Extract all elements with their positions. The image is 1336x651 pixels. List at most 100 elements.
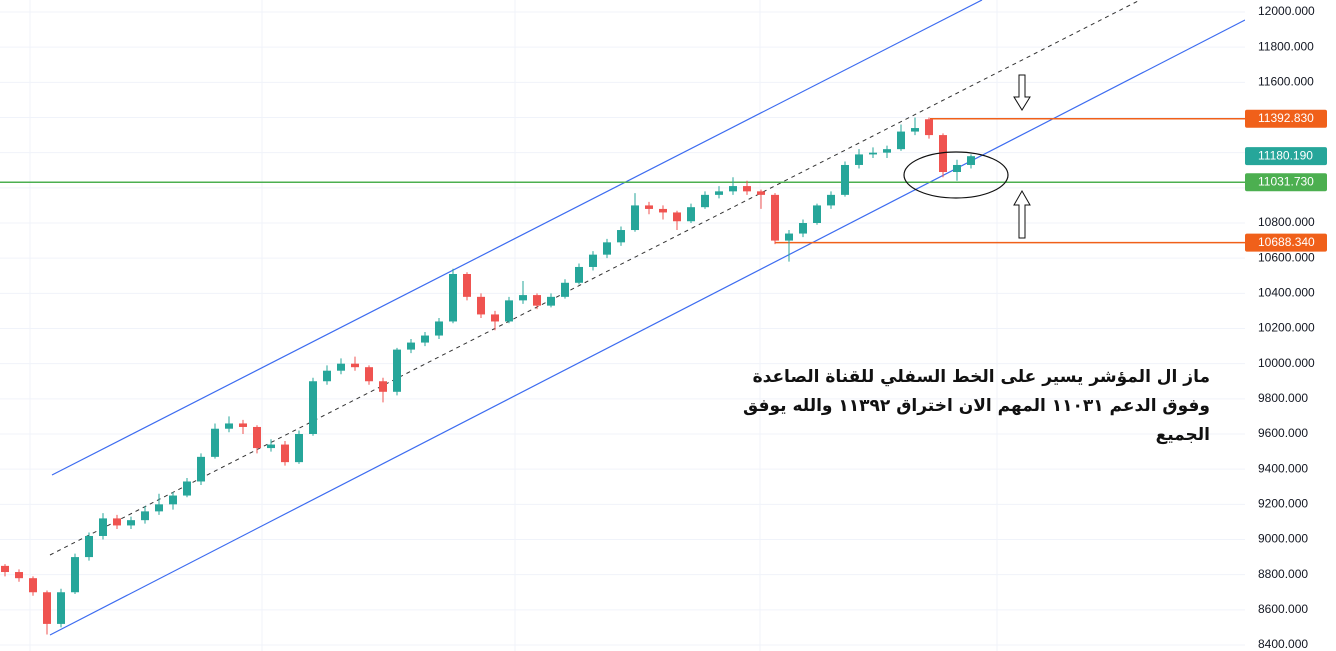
candle-body	[239, 423, 247, 427]
candle-body	[743, 186, 751, 192]
candle-body	[295, 434, 303, 463]
candle-body	[491, 314, 499, 322]
arrow-up	[1013, 189, 1031, 239]
candle-body	[589, 254, 597, 267]
candle-body	[15, 572, 23, 579]
y-tick-label: 11800.000	[1258, 39, 1314, 53]
candle-body	[435, 321, 443, 336]
candle-body	[379, 381, 387, 392]
annotation-line: الجميع	[1155, 425, 1210, 445]
candle-body	[211, 428, 219, 457]
candle-body	[771, 194, 779, 241]
candle-body	[225, 423, 233, 429]
candle-body	[953, 164, 961, 173]
candle-body	[617, 230, 625, 243]
candle-body	[267, 444, 275, 449]
candle-body	[757, 191, 765, 195]
y-tick-label: 9000.000	[1258, 532, 1308, 546]
y-tick-label: 9800.000	[1258, 391, 1308, 405]
level-label: 11180.190	[1258, 148, 1313, 162]
candle-body	[183, 481, 191, 496]
candle-body	[505, 300, 513, 322]
level-tag	[1245, 109, 1327, 128]
candle-body	[365, 367, 373, 382]
channel-upper	[51, 0, 983, 476]
candle-body	[57, 592, 65, 624]
candle-body	[1, 565, 9, 573]
level-tag	[1245, 147, 1327, 166]
candle-body	[687, 207, 695, 222]
y-tick-label: 9400.000	[1258, 461, 1308, 475]
candle-body	[841, 164, 849, 195]
candle-body	[813, 205, 821, 223]
vertical-grid	[29, 0, 998, 651]
y-tick-label: 8400.000	[1258, 637, 1308, 651]
level-label: 11392.830	[1258, 111, 1314, 125]
candle-body	[155, 504, 163, 512]
candle-body	[393, 349, 401, 392]
y-tick-label: 10600.000	[1258, 250, 1315, 264]
candle-body	[99, 518, 107, 536]
candle-body	[883, 149, 891, 153]
candle-body	[85, 535, 93, 558]
candle-body	[29, 578, 37, 593]
y-tick-label: 12000.000	[1258, 4, 1315, 18]
highlight-ellipse	[903, 151, 1009, 199]
annotation: ماز ال المؤشر يسير على الخط السفلي للقنا…	[700, 363, 1210, 450]
y-tick-label: 10800.000	[1258, 215, 1315, 229]
candle-body	[197, 456, 205, 482]
arrow-down	[1013, 74, 1031, 111]
y-tick-label: 10400.000	[1258, 286, 1315, 300]
level-label: 10688.340	[1258, 235, 1315, 249]
levels	[0, 117, 1245, 244]
candle-body	[127, 520, 135, 526]
axis-background	[1245, 0, 1336, 651]
candle-body	[337, 363, 345, 371]
price-axis: 8400.000 8600.000 8800.000 9000.000 9200.000…	[1245, 0, 1336, 651]
y-tick-label: 8800.000	[1258, 567, 1308, 581]
candle-body	[169, 495, 177, 505]
candle-body	[603, 242, 611, 255]
y-tick-label: 9600.000	[1258, 426, 1308, 440]
candle-body	[561, 282, 569, 297]
candle-body	[659, 208, 667, 213]
candle-body	[141, 511, 149, 521]
channel	[49, 0, 1246, 636]
candle-body	[939, 135, 947, 173]
candle-body	[897, 131, 905, 150]
candles	[1, 117, 975, 635]
candle-body	[309, 381, 317, 434]
candle-body	[701, 194, 709, 208]
candle-body	[645, 205, 653, 209]
candle-body	[673, 212, 681, 222]
candle-body	[477, 296, 485, 315]
candle-body	[253, 426, 261, 449]
candle-body	[449, 273, 457, 322]
candle-body	[799, 223, 807, 234]
candle-body	[729, 186, 737, 192]
y-tick-label: 11600.000	[1258, 75, 1314, 89]
candle-body	[351, 363, 359, 368]
candle-body	[113, 518, 121, 526]
grid	[0, 11, 1245, 646]
y-tick-label: 9200.000	[1258, 497, 1308, 511]
candle-body	[407, 342, 415, 350]
candle-body	[463, 273, 471, 297]
y-tick-label: 10000.000	[1258, 356, 1315, 370]
y-tick-label: 8600.000	[1258, 602, 1308, 616]
candle-body	[827, 194, 835, 206]
candle-body	[785, 233, 793, 241]
candle-body	[967, 156, 975, 165]
candle-body	[715, 191, 723, 195]
annotation-line: وفوق الدعم ١١٠٣١ المهم الان اختراق ١١٣٩٢…	[743, 396, 1210, 416]
candle-body	[631, 205, 639, 231]
candle-body	[911, 128, 919, 132]
candle-body	[421, 335, 429, 343]
candle-body	[575, 266, 583, 283]
y-tick-label: 10200.000	[1258, 321, 1315, 335]
candle-body	[547, 296, 555, 306]
candle-body	[281, 444, 289, 463]
